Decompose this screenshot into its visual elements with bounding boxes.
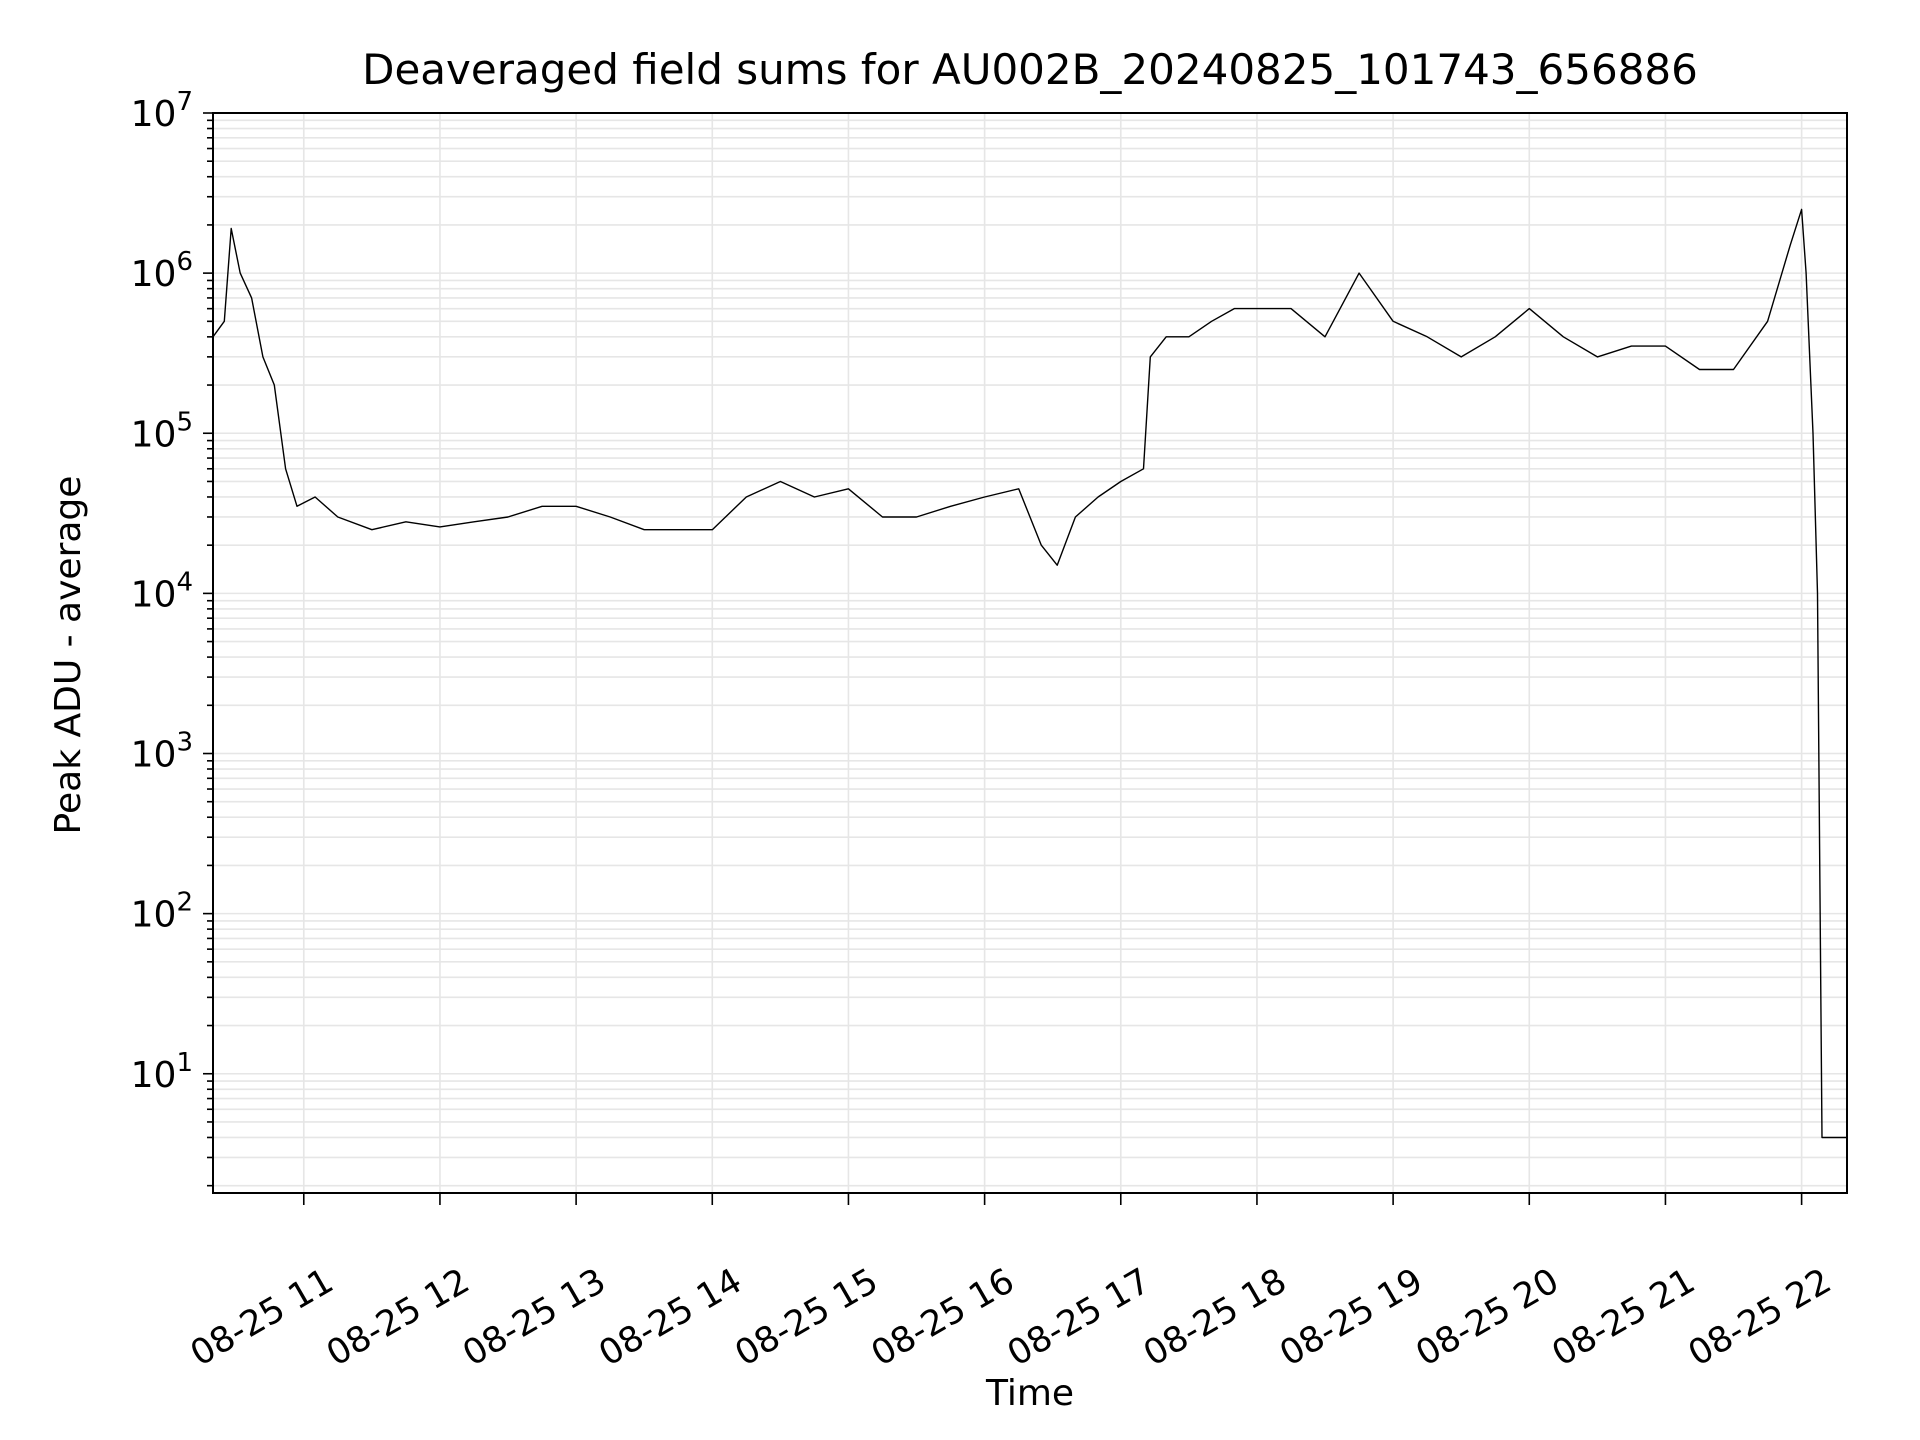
x-axis-label: Time <box>985 1373 1074 1414</box>
y-tick-label: 101 <box>131 1048 193 1096</box>
y-tick-label: 105 <box>131 407 193 455</box>
y-axis-label: Peak ADU - average <box>48 476 89 835</box>
chart-title: Deaveraged field sums for AU002B_2024082… <box>362 45 1698 94</box>
y-tick-label: 102 <box>131 888 193 936</box>
series-line <box>212 208 1847 1139</box>
y-tick-label: 103 <box>131 728 193 776</box>
y-tick-label: 107 <box>131 87 193 135</box>
grid-layer <box>213 112 1847 1193</box>
y-tick-label: 106 <box>131 247 193 295</box>
series-layer <box>212 208 1847 1139</box>
y-tick-label: 104 <box>131 567 193 615</box>
plot-frame <box>212 112 1848 1194</box>
